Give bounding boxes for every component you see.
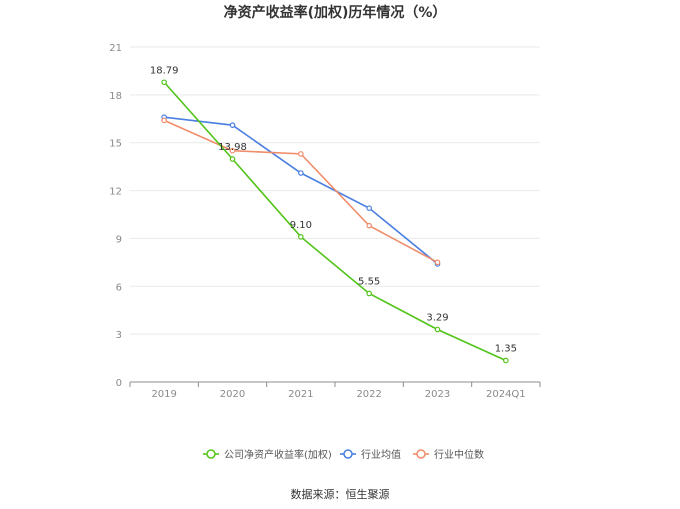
data-labels: 18.79 13.98 9.10 5.55 3.29 1.35: [150, 65, 517, 354]
data-point[interactable]: [503, 357, 509, 364]
legend-marker-icon: [206, 449, 216, 459]
y-tick-label: 9: [116, 234, 122, 245]
data-point[interactable]: [298, 234, 304, 240]
x-tick-label: 2023: [425, 389, 450, 400]
legend-label: 行业中位数: [434, 448, 484, 461]
data-label: 13.98: [218, 142, 247, 153]
data-label: 1.35: [495, 343, 517, 354]
x-tick-label: 2021: [288, 389, 313, 400]
legend[interactable]: 公司净资产收益率(加权) 行业均值 行业中位数: [203, 448, 484, 461]
data-source: 数据来源：恒生聚源: [291, 487, 390, 501]
data-point[interactable]: [366, 222, 372, 229]
y-tick-label: 0: [116, 378, 122, 389]
y-tick-label: 15: [109, 139, 122, 150]
legend-marker-icon: [416, 449, 426, 459]
legend-label: 行业均值: [361, 448, 401, 461]
x-tick-label: 2024Q1: [486, 389, 526, 400]
x-tick-label: 2022: [356, 389, 381, 400]
data-label: 18.79: [150, 65, 179, 76]
data-point[interactable]: [298, 151, 304, 157]
y-tick-label: 12: [109, 187, 122, 198]
y-tick-label: 21: [109, 43, 122, 54]
x-tick-label: 2020: [220, 389, 245, 400]
legend-item[interactable]: 行业中位数: [413, 448, 484, 461]
y-tick-label: 18: [109, 91, 122, 102]
data-label: 3.29: [426, 313, 448, 324]
series-line: [163, 81, 507, 362]
legend-item[interactable]: 公司净资产收益率(加权): [203, 448, 332, 461]
data-point[interactable]: [298, 170, 304, 176]
data-point[interactable]: [229, 122, 236, 128]
data-label: 5.55: [358, 276, 380, 287]
data-label: 9.10: [290, 220, 312, 231]
data-point[interactable]: [434, 326, 441, 333]
chart-title: 净资产收益率(加权)历年情况（%）: [224, 4, 447, 21]
y-tick-label: 6: [116, 282, 122, 293]
data-point[interactable]: [366, 205, 372, 211]
legend-item[interactable]: 行业均值: [340, 448, 401, 461]
data-point[interactable]: [161, 79, 167, 86]
series-lines: [161, 79, 509, 364]
axes: 0 3 6 9 12 15 18 21 2019 2020 2021 2022 2023 2024Q1: [109, 43, 541, 400]
data-point[interactable]: [366, 290, 372, 297]
x-tick-label: 2019: [151, 389, 176, 400]
legend-label: 公司净资产收益率(加权): [224, 448, 332, 461]
series-line: [163, 119, 438, 264]
grid-lines: [130, 46, 540, 335]
data-point[interactable]: [161, 117, 167, 124]
legend-marker-icon: [343, 449, 353, 459]
data-point[interactable]: [229, 156, 236, 162]
data-point[interactable]: [434, 259, 441, 266]
y-tick-label: 3: [116, 330, 122, 341]
data-point[interactable]: [229, 147, 236, 154]
